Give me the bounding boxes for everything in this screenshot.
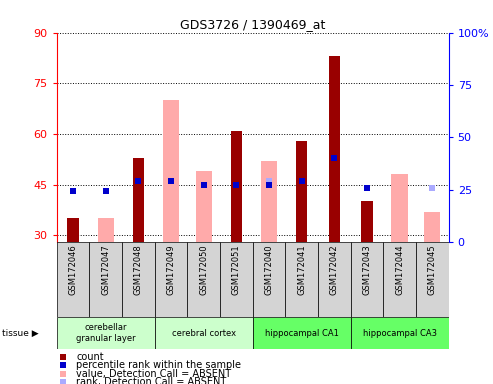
Bar (220, 242, 252, 317)
Bar (163, 100, 179, 242)
Bar (318, 242, 351, 317)
Bar (155, 317, 252, 349)
Text: GSM172051: GSM172051 (232, 244, 241, 295)
Text: GSM172042: GSM172042 (330, 244, 339, 295)
Text: cerebral cortex: cerebral cortex (172, 329, 236, 338)
Bar (383, 242, 416, 317)
Text: GSM172045: GSM172045 (428, 244, 437, 295)
Text: GSM172048: GSM172048 (134, 244, 143, 295)
Bar (122, 242, 155, 317)
Text: GSM172049: GSM172049 (167, 244, 176, 295)
Bar (89, 242, 122, 317)
Bar (361, 202, 373, 242)
Bar (285, 242, 318, 317)
Bar (391, 174, 408, 242)
Bar (57, 317, 155, 349)
Bar (98, 218, 114, 242)
Text: GSM172050: GSM172050 (199, 244, 208, 295)
Bar (424, 212, 440, 242)
Bar (252, 242, 285, 317)
Bar (231, 131, 242, 242)
Bar (416, 242, 449, 317)
Text: tissue ▶: tissue ▶ (2, 329, 39, 338)
Text: value, Detection Call = ABSENT: value, Detection Call = ABSENT (76, 369, 231, 379)
Title: GDS3726 / 1390469_at: GDS3726 / 1390469_at (180, 18, 325, 31)
Bar (133, 157, 144, 242)
Bar (296, 141, 307, 242)
Bar (351, 242, 383, 317)
Bar (187, 242, 220, 317)
Text: GSM172040: GSM172040 (264, 244, 274, 295)
Text: GSM172043: GSM172043 (362, 244, 372, 295)
Text: cerebellar
granular layer: cerebellar granular layer (76, 323, 136, 343)
Text: GSM172047: GSM172047 (101, 244, 110, 295)
Bar (252, 317, 351, 349)
Bar (196, 171, 212, 242)
Text: percentile rank within the sample: percentile rank within the sample (76, 361, 241, 371)
Text: count: count (76, 352, 104, 362)
Text: rank, Detection Call = ABSENT: rank, Detection Call = ABSENT (76, 377, 226, 384)
Bar (68, 218, 79, 242)
Text: GSM172046: GSM172046 (69, 244, 77, 295)
Bar (351, 317, 449, 349)
Text: hippocampal CA3: hippocampal CA3 (363, 329, 437, 338)
Text: GSM172044: GSM172044 (395, 244, 404, 295)
Bar (329, 56, 340, 242)
Text: hippocampal CA1: hippocampal CA1 (265, 329, 339, 338)
Bar (57, 242, 89, 317)
Bar (261, 161, 277, 242)
Bar (155, 242, 187, 317)
Text: GSM172041: GSM172041 (297, 244, 306, 295)
